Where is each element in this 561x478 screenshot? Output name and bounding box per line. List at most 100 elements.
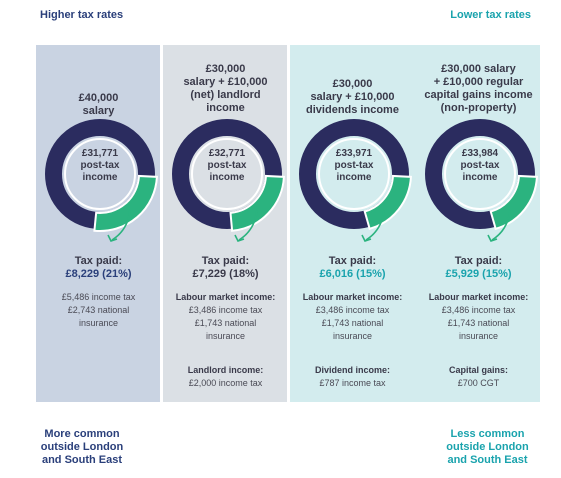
footnote-left-line: outside London [40, 441, 124, 453]
footnote-right-line: outside London [446, 441, 529, 453]
scenario-column-4: £30,000 salary + £10,000 regular capital g… [416, 45, 541, 402]
breakdown-line: insurance [332, 331, 373, 341]
post-tax-line: post-tax [80, 160, 120, 171]
breakdown-title: Labour market income: [428, 292, 529, 302]
donut-inner-ring [444, 138, 516, 210]
breakdown-title: Capital gains: [448, 365, 508, 375]
post-tax-income: £33,984 post-tax income [444, 148, 516, 184]
post-tax-income: £33,971 post-tax income [318, 148, 390, 184]
donut-inner-ring [64, 138, 136, 210]
scenario-heading-line: £30,000 [205, 63, 246, 75]
tax-segment [93, 174, 158, 232]
tax-paid-value: £8,229 (21%) [65, 268, 132, 280]
tax-paid-value: £5,929 (15%) [445, 268, 512, 280]
post-tax-line: income [336, 172, 372, 183]
post-tax-line: £32,771 [208, 148, 246, 159]
tax-paid-label: Tax paid: [328, 255, 377, 267]
scenario-heading-line: £30,000 salary [441, 63, 516, 75]
footnote-left-line: and South East [41, 454, 123, 466]
post-tax-segment [172, 119, 282, 229]
scenario-heading-line: (net) landlord [190, 89, 261, 101]
tax-breakdown: Landlord income: £2,000 income tax [163, 364, 288, 390]
donut-inner-ring [318, 138, 390, 210]
footnote-left-line: More common [44, 428, 120, 440]
donut-chart [45, 119, 158, 242]
income-donut: £31,771 post-tax income [44, 118, 158, 242]
post-tax-line: income [462, 172, 498, 183]
tax-paid-label: Tax paid: [201, 255, 250, 267]
post-tax-segment [425, 119, 535, 229]
donut-chart [425, 119, 538, 242]
arrow-icon [238, 209, 258, 241]
post-tax-line: post-tax [334, 160, 374, 171]
scenario-heading-line: income [206, 102, 245, 114]
donut-chart [299, 119, 412, 242]
footnote-right-line: Less common [450, 428, 525, 440]
post-tax-income: £31,771 post-tax income [64, 148, 136, 184]
arrowhead-icon [234, 234, 245, 242]
income-donut: £33,971 post-tax income [298, 118, 412, 242]
scenario-heading-line: salary [82, 105, 115, 117]
scenario-heading-line: + £10,000 regular [433, 76, 524, 88]
breakdown-line: £1,743 national [447, 318, 510, 328]
breakdown-line: £2,743 national [67, 305, 130, 315]
breakdown-line: insurance [458, 331, 499, 341]
scenario-heading-line: (non-property) [440, 102, 517, 114]
donut-inner-ring [191, 138, 263, 210]
tax-paid-value: £7,229 (18%) [192, 268, 259, 280]
tax-breakdown: Labour market income: £3,486 income tax £1… [163, 291, 288, 343]
tax-paid-label: Tax paid: [74, 255, 123, 267]
footnote-left: More common outside London and South Eas… [32, 428, 132, 467]
scenario-heading-line: salary + £10,000 [183, 76, 268, 88]
arrow-icon [111, 209, 131, 241]
arrowhead-icon [361, 234, 372, 242]
scenario-column-3: £30,000 salary + £10,000 dividends income £… [290, 45, 415, 402]
breakdown-line: £1,743 national [321, 318, 384, 328]
breakdown-title: Labour market income: [302, 292, 403, 302]
scenario-column-2: £30,000 salary + £10,000 (net) landlord inc… [163, 45, 288, 402]
tax-segment [489, 174, 538, 231]
post-tax-line: £33,984 [461, 148, 499, 159]
tax-breakdown: Labour market income: £3,486 income tax £1… [290, 291, 415, 343]
tax-paid-value: £6,016 (15%) [319, 268, 386, 280]
post-tax-line: income [209, 172, 245, 183]
breakdown-title: Labour market income: [175, 292, 276, 302]
post-tax-income: £32,771 post-tax income [191, 148, 263, 184]
income-donut: £33,984 post-tax income [424, 118, 538, 242]
scenario-heading-line: capital gains income [424, 89, 533, 101]
scenario-column-1: £40,000 salary £31,771 post-tax income Tax pa… [36, 45, 161, 402]
breakdown-title: Dividend income: [314, 365, 390, 375]
tax-breakdown: Dividend income: £787 income tax [290, 364, 415, 390]
post-tax-segment [299, 119, 409, 229]
tax-paid-label: Tax paid: [454, 255, 503, 267]
scenario-heading: £30,000 salary + £10,000 (net) landlord inc… [163, 63, 288, 115]
scenario-heading-line: £30,000 [332, 78, 373, 90]
tax-breakdown: Labour market income: £3,486 income tax £1… [416, 291, 541, 343]
breakdown-line: £3,486 income tax [315, 305, 390, 315]
scenario-heading-line: salary + £10,000 [310, 91, 395, 103]
arrow-icon [365, 209, 385, 241]
higher-tax-rates-label: Higher tax rates [40, 9, 124, 21]
arrowhead-icon [487, 234, 498, 242]
scenario-heading: £30,000 salary + £10,000 regular capital g… [416, 63, 541, 115]
breakdown-line: £2,000 income tax [188, 378, 263, 388]
scenario-heading-line: dividends income [306, 104, 399, 116]
breakdown-line: £5,486 income tax [61, 292, 136, 302]
scenario-heading: £40,000 salary [36, 92, 161, 118]
tax-segment [363, 174, 412, 231]
scenario-heading-line: £40,000 [78, 92, 119, 104]
breakdown-line: £700 CGT [457, 378, 500, 388]
lower-tax-rates-label: Lower tax rates [450, 9, 531, 21]
breakdown-line: £787 income tax [319, 378, 386, 388]
scenario-heading: £30,000 salary + £10,000 dividends income [290, 78, 415, 117]
arrow-icon [491, 209, 511, 241]
income-donut: £32,771 post-tax income [171, 118, 285, 242]
donut-chart [172, 119, 285, 242]
breakdown-line: £1,743 national [194, 318, 257, 328]
tax-segment [229, 174, 285, 232]
footnote-right-line: and South East [447, 454, 528, 466]
post-tax-line: post-tax [207, 160, 247, 171]
arrowhead-icon [107, 234, 118, 242]
breakdown-title: Landlord income: [187, 365, 264, 375]
post-tax-line: post-tax [460, 160, 500, 171]
